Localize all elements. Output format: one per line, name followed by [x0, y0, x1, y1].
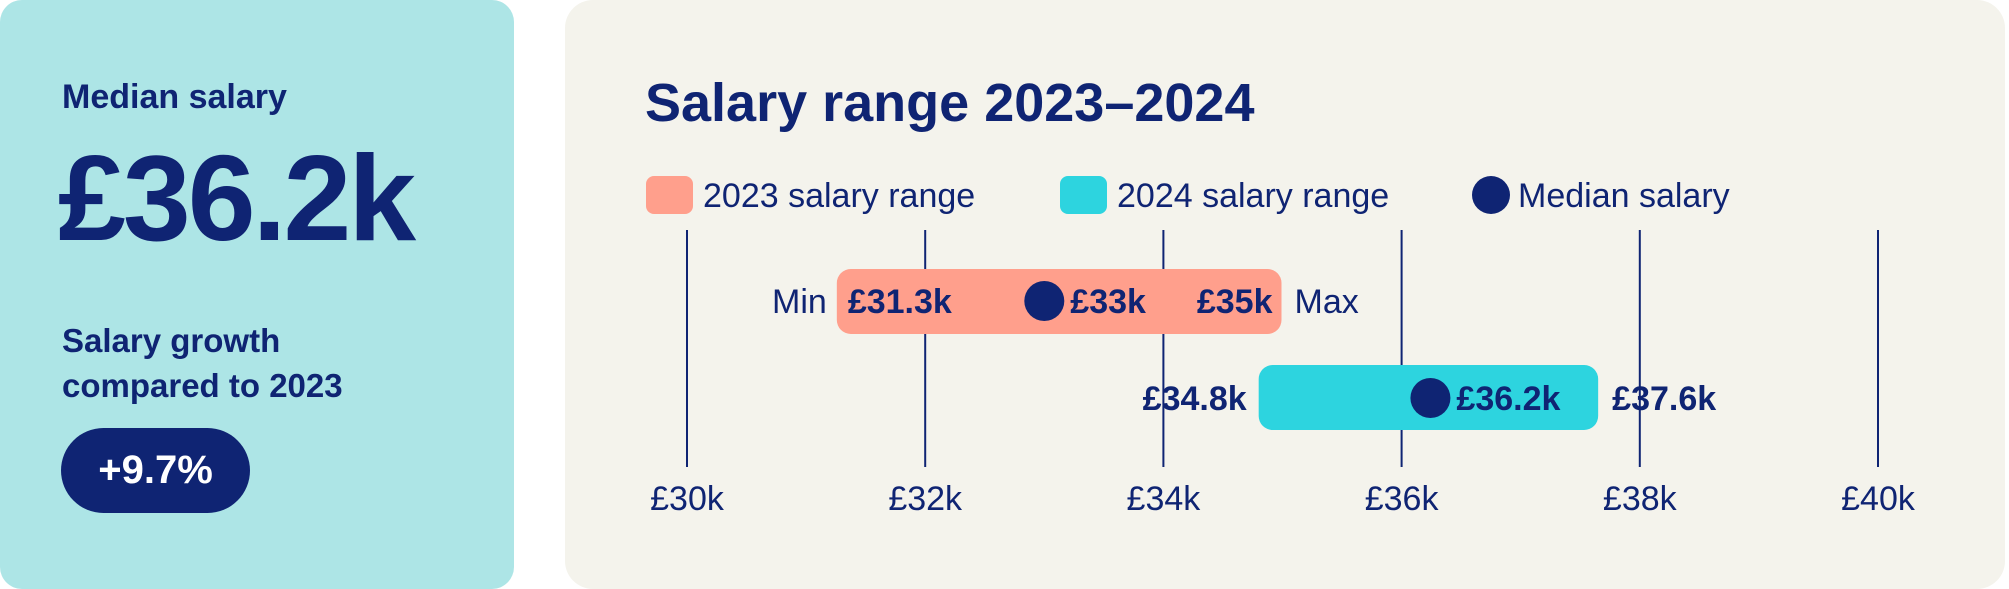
tick-label: £38k	[1603, 480, 1678, 518]
growth-badge: +9.7%	[61, 428, 250, 513]
legend-median-marker	[1472, 176, 1510, 214]
chart-card	[565, 0, 2005, 589]
bar-2024-max-label: £37.6k	[1612, 380, 1716, 418]
bar-2024-median-label: £36.2k	[1456, 380, 1560, 418]
tick-label: £34k	[1127, 480, 1202, 518]
tick-label: £32k	[888, 480, 963, 518]
tick-label: £36k	[1365, 480, 1440, 518]
median-salary-value: £36.2k	[58, 130, 416, 266]
growth-label-line2: compared to 2023	[62, 367, 343, 404]
tick-label: £40k	[1841, 480, 1916, 518]
legend-label-1: 2024 salary range	[1117, 177, 1389, 215]
median-salary-label: Median salary	[62, 78, 287, 116]
legend-label-2: Median salary	[1518, 177, 1730, 215]
bar-2024-median-dot	[1410, 378, 1451, 418]
growth-label-line1: Salary growth	[62, 322, 281, 359]
tick-label: £30k	[650, 480, 725, 518]
bar-2023-median-label: £33k	[1070, 283, 1146, 321]
max-label: Max	[1295, 283, 1359, 321]
bar-2023-min-label: £31.3k	[848, 283, 952, 321]
bar-2024-min-label: £34.8k	[1143, 380, 1247, 418]
summary-card: Median salary £36.2k Salary growth compa…	[0, 0, 514, 589]
legend-swatch-0	[646, 176, 693, 214]
chart-title: Salary range 2023–2024	[645, 73, 1255, 133]
min-label: Min	[772, 283, 827, 321]
legend-swatch-1	[1060, 176, 1107, 214]
bar-2023-max-label: £35k	[1197, 283, 1273, 321]
legend-label-0: 2023 salary range	[703, 177, 975, 215]
bar-2023-median-dot	[1024, 281, 1065, 321]
